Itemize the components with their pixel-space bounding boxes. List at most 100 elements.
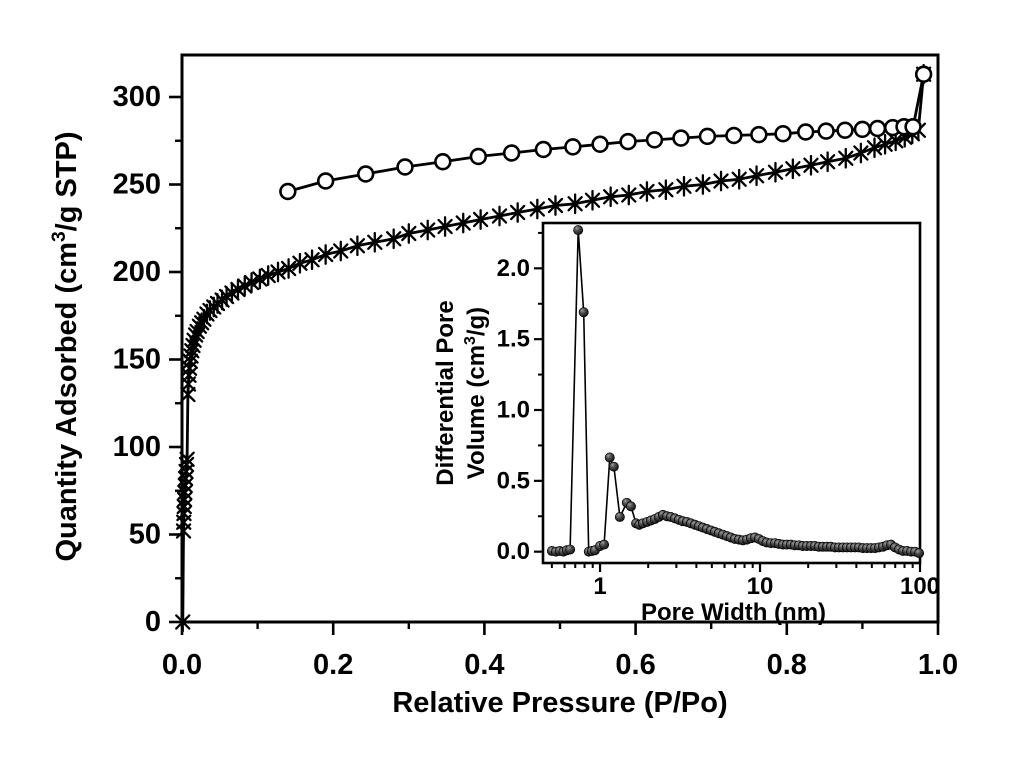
inset-x-tick-label: 10: [747, 573, 774, 600]
desorption-circle-marker: [853, 120, 872, 139]
main-x-tick-label: 0.6: [615, 649, 655, 681]
desorption-circle-marker: [868, 119, 887, 138]
adsorption-asterisk-marker: [455, 212, 471, 234]
adsorption-asterisk-marker: [317, 244, 334, 265]
main-y-tick-label: 250: [113, 169, 161, 201]
inset-y-tick-label: 0.5: [497, 467, 530, 494]
pore-volume-ball-marker: [573, 225, 584, 236]
inset-x-tick-label: 100: [900, 573, 940, 600]
pore-volume-ball-marker: [608, 461, 619, 472]
adsorption-asterisk-marker: [602, 186, 619, 208]
inset-x-axis-label: Pore Width (nm): [641, 599, 826, 626]
desorption-circle-marker: [279, 182, 297, 201]
adsorption-asterisk-marker: [367, 231, 383, 253]
adsorption-asterisk-marker: [853, 142, 869, 164]
inset-y-tick-label: 1.0: [497, 397, 530, 424]
main-y-tick-label: 150: [113, 344, 161, 376]
adsorption-asterisk-marker: [260, 265, 276, 286]
pore-volume-ball-marker: [914, 548, 925, 559]
desorption-circle-marker: [645, 131, 664, 149]
adsorption-asterisk-marker: [491, 205, 508, 227]
adsorption-markers: [175, 63, 932, 633]
main-x-tick-label: 0.0: [162, 649, 202, 681]
desorption-circle-marker: [619, 132, 637, 151]
desorption-circle-marker: [502, 144, 521, 162]
desorption-circle-marker: [904, 118, 922, 136]
main-y-tick-label: 100: [113, 431, 161, 463]
adsorption-asterisk-marker: [280, 258, 297, 279]
desorption-circle-marker: [774, 125, 792, 143]
adsorption-asterisk-marker: [385, 228, 402, 250]
adsorption-asterisk-marker: [333, 240, 349, 262]
adsorption-asterisk-marker: [838, 147, 854, 169]
adsorption-asterisk-marker: [803, 154, 819, 176]
main-x-tick-label: 0.2: [313, 649, 353, 681]
desorption-circle-marker: [672, 129, 690, 147]
adsorption-asterisk-marker: [529, 198, 546, 220]
adsorption-asterisk-marker: [658, 179, 674, 201]
adsorption-asterisk-marker: [785, 158, 801, 180]
inset-y-axis-label-line1: Differential Pore: [432, 300, 459, 485]
desorption-circle-marker: [357, 165, 375, 183]
desorption-circle-marker: [698, 127, 717, 146]
adsorption-asterisk-marker: [866, 137, 883, 159]
main-x-tick-label: 0.4: [464, 649, 504, 681]
main-y-tick-label: 300: [113, 81, 161, 113]
pore-volume-ball-marker: [604, 452, 615, 463]
desorption-circle-marker: [750, 125, 768, 144]
desorption-circle-marker: [836, 121, 854, 139]
desorption-circle-marker: [591, 135, 609, 153]
inset-y-tick-label: 0.0: [497, 538, 530, 565]
adsorption-asterisk-marker: [304, 249, 320, 271]
adsorption-asterisk-marker: [179, 448, 195, 470]
desorption-markers: [279, 65, 933, 201]
desorption-circle-marker: [817, 122, 835, 140]
adsorption-asterisk-marker: [621, 184, 637, 206]
adsorption-asterisk-marker: [401, 223, 417, 244]
inset-y-axis-label-line2: Volume (cm3/g): [462, 307, 490, 479]
desorption-circle-marker: [564, 138, 582, 156]
adsorption-asterisk-marker: [676, 175, 692, 197]
pore-volume-ball-marker: [625, 501, 636, 512]
adsorption-asterisk-marker: [349, 235, 366, 257]
inset-y-tick-label: 2.0: [497, 255, 530, 282]
pore-volume-ball-marker: [578, 307, 589, 318]
adsorption-asterisk-marker: [584, 189, 601, 211]
adsorption-asterisk-marker: [567, 193, 583, 215]
adsorption-asterisk-marker: [472, 209, 489, 230]
main-y-axis-label: Quantity Adsorbed (cm3/g STP): [49, 131, 83, 561]
adsorption-asterisk-marker: [437, 216, 453, 237]
desorption-circle-marker: [534, 140, 553, 159]
desorption-circle-marker: [316, 172, 335, 190]
adsorption-asterisk-marker: [175, 611, 191, 633]
adsorption-asterisk-marker: [748, 165, 765, 187]
inset-x-tick-label: 1: [593, 573, 606, 600]
main-y-tick-label: 200: [113, 256, 161, 288]
main-x-tick-label: 1.0: [918, 649, 958, 681]
adsorption-asterisk-marker: [243, 272, 260, 293]
adsorption-asterisk-marker: [639, 181, 655, 202]
adsorption-asterisk-marker: [547, 195, 564, 216]
adsorption-asterisk-marker: [767, 161, 784, 183]
pore-volume-ball-marker: [614, 512, 625, 522]
adsorption-asterisk-marker: [509, 202, 526, 223]
adsorption-asterisk-marker: [270, 261, 286, 283]
main-y-tick-label: 0: [145, 606, 161, 638]
desorption-circle-marker: [796, 123, 815, 141]
inset-plot-frame: [541, 221, 922, 565]
adsorption-asterisk-marker: [252, 268, 268, 290]
desorption-circle-marker: [434, 153, 452, 171]
pore-volume-ball-marker: [565, 544, 576, 555]
inset-y-tick-label: 1.5: [497, 326, 530, 353]
desorption-circle-marker: [469, 147, 488, 166]
desorption-circle-marker: [914, 65, 933, 83]
desorption-circle-marker: [396, 158, 414, 176]
desorption-circle-marker: [725, 126, 743, 145]
adsorption-asterisk-marker: [877, 133, 893, 155]
main-y-tick-label: 50: [129, 519, 161, 551]
main-x-tick-label: 0.8: [767, 649, 807, 681]
pore-volume-ball-marker: [599, 539, 610, 550]
adsorption-asterisk-marker: [819, 151, 836, 173]
differential-pore-volume-markers: [546, 225, 925, 559]
